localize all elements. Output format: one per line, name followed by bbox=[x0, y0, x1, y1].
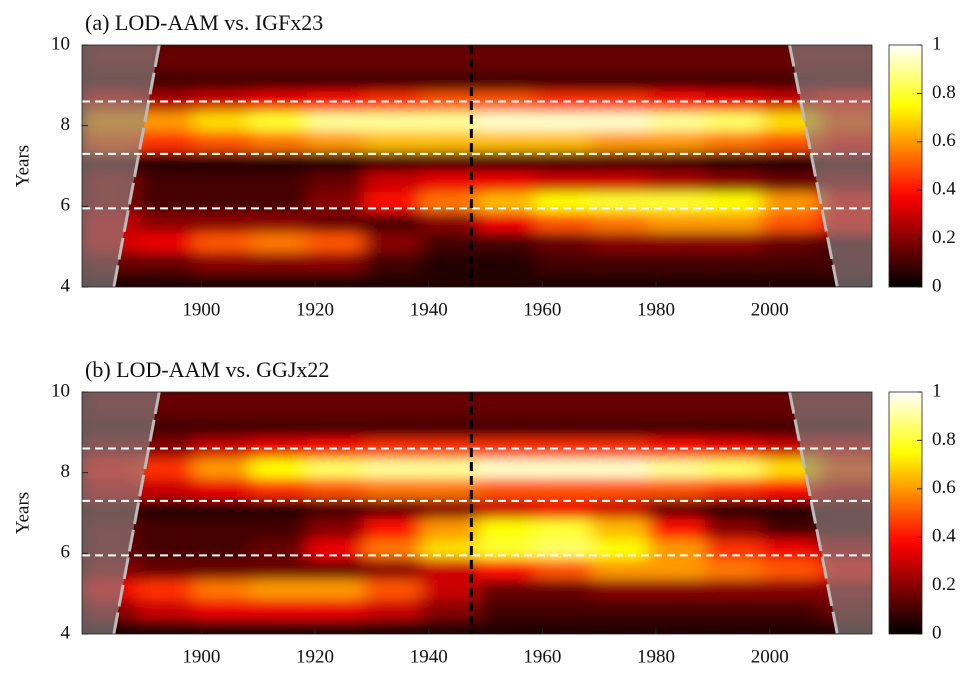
colorbar bbox=[888, 391, 923, 635]
colorbar-tick-label: 0.2 bbox=[932, 227, 956, 248]
colorbar-tick-label: 0.2 bbox=[932, 574, 956, 595]
x-tick-label: 1900 bbox=[182, 646, 220, 667]
y-tick-label: 4 bbox=[61, 622, 71, 643]
coi-left bbox=[82, 392, 160, 634]
x-tick-label: 1900 bbox=[182, 299, 220, 320]
y-tick-label: 4 bbox=[61, 275, 71, 296]
colorbar bbox=[888, 44, 923, 288]
coi-line bbox=[112, 392, 161, 634]
y-tick-label: 10 bbox=[51, 33, 70, 54]
colorbar-tick-label: 0 bbox=[932, 622, 942, 643]
coi-left bbox=[82, 45, 160, 287]
colorbar-tick-label: 0.6 bbox=[932, 477, 956, 498]
colorbar-tick-label: 0.4 bbox=[932, 179, 956, 200]
x-tick-label: 1940 bbox=[410, 646, 448, 667]
coi-right bbox=[789, 392, 872, 634]
colorbar-tick-label: 1 bbox=[932, 33, 942, 54]
colorbar-tick-label: 0.8 bbox=[932, 82, 956, 103]
x-tick-label: 1920 bbox=[296, 646, 334, 667]
y-tick-label: 8 bbox=[61, 461, 71, 482]
colorbar-tick-label: 0.6 bbox=[932, 130, 956, 151]
coi-line bbox=[112, 45, 161, 287]
x-tick-label: 2000 bbox=[751, 299, 789, 320]
x-tick-label: 1960 bbox=[523, 646, 561, 667]
x-tick-label: 1960 bbox=[523, 299, 561, 320]
plot-frame bbox=[81, 391, 873, 635]
heatmap bbox=[82, 45, 872, 287]
colorbar-tick-label: 0.4 bbox=[932, 526, 956, 547]
y-tick-label: 6 bbox=[61, 542, 71, 563]
plot-frame bbox=[81, 44, 873, 288]
y-tick-label: 8 bbox=[61, 114, 71, 135]
colorbar-tick-label: 1 bbox=[932, 380, 942, 401]
x-tick-label: 2000 bbox=[751, 646, 789, 667]
y-tick-label: 10 bbox=[51, 380, 70, 401]
colorbar-tick-label: 0.8 bbox=[932, 429, 956, 450]
x-tick-label: 1980 bbox=[637, 299, 675, 320]
colorbar-tick-label: 0 bbox=[932, 275, 942, 296]
chart-title: (a) LOD-AAM vs. IGFx23 bbox=[85, 10, 323, 35]
x-tick-label: 1940 bbox=[410, 299, 448, 320]
panel: (a) LOD-AAM vs. IGFx23 1900 1920 1940 1960 19… bbox=[12, 10, 956, 320]
y-axis-label: Years bbox=[12, 492, 33, 534]
coi-line bbox=[788, 45, 839, 287]
heatmap bbox=[82, 392, 872, 634]
y-axis-label: Years bbox=[12, 145, 33, 187]
x-tick-label: 1920 bbox=[296, 299, 334, 320]
coi-right bbox=[789, 45, 872, 287]
x-tick-label: 1980 bbox=[637, 646, 675, 667]
panel: (b) LOD-AAM vs. GGJx22 1900 1920 1940 1960 19… bbox=[12, 357, 956, 667]
coi-line bbox=[788, 392, 839, 634]
y-tick-label: 6 bbox=[61, 195, 71, 216]
chart-title: (b) LOD-AAM vs. GGJx22 bbox=[85, 357, 329, 382]
